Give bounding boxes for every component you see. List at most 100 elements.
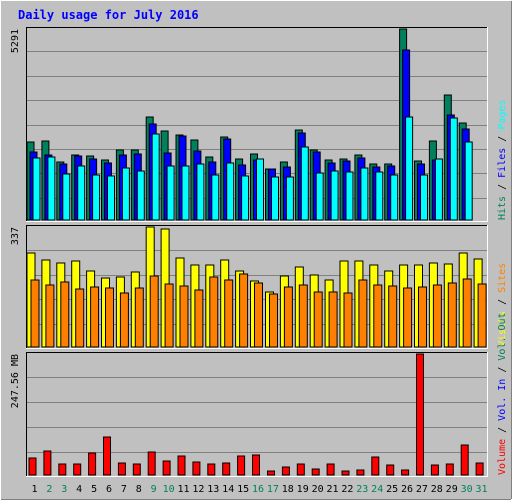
bar-pages-day-30 [464,141,473,221]
bar-volume-day-22 [341,470,350,476]
x-axis-day-labels: 1 2 3 4 5 6 7 8 9 10 11 12 13 14 15 16 17 18 19 20 21 22 23 24 2… [31,484,487,495]
bar-pages-day-10 [166,165,175,221]
y-max-label: 247.56 MB [10,354,21,408]
bar-volume-day-24 [371,456,380,476]
bar-pages-day-4 [77,165,86,221]
bar-volume-day-5 [88,452,97,476]
x-tick-label: 2 [46,484,52,495]
bar-sites-day-31 [477,283,487,348]
bar-volume-day-27 [416,353,424,476]
bar-pages-day-16 [256,158,264,221]
legend-label-part: Volume [497,439,508,475]
bar-volume-day-11 [177,455,186,476]
bar-pages-day-11 [181,165,190,221]
x-tick-label: 26 [401,484,413,495]
legend-label: Visits / Sites [497,263,508,347]
panel-volume [26,352,488,477]
bar-pages-day-24 [375,171,384,221]
bar-pages-day-1 [32,157,41,221]
bar-sites-day-25 [388,285,398,348]
bar-sites-day-7 [119,292,129,348]
bar-sites-day-9 [149,275,159,348]
bar-pages-day-2 [47,156,56,221]
bar-volume-day-21 [326,463,335,476]
bar-sites-day-10 [164,283,174,348]
x-tick-label: 20 [312,484,324,495]
x-tick-label: 25 [386,484,398,495]
legend-label-part: / [497,130,508,148]
bar-volume-day-23 [356,469,365,476]
bar-pages-day-14 [226,162,235,221]
bar-volume-day-18 [281,466,290,476]
bar-pages-day-25 [390,174,399,221]
bar-sites-day-26 [403,287,413,348]
bar-pages-day-28 [434,158,443,221]
bar-volume-day-15 [237,455,246,476]
x-tick-label: 23 [356,484,368,495]
bar-pages-day-29 [449,117,458,221]
x-tick-label: 10 [163,484,175,495]
x-tick-label: 11 [177,484,189,495]
bar-sites-day-12 [194,289,204,348]
x-tick-label: 9 [151,484,157,495]
legend-label-part: Hits [497,196,508,220]
bar-volume-day-6 [103,436,111,476]
y-max-label: 5291 [10,29,21,53]
x-tick-label: 30 [461,484,473,495]
bar-volume-day-26 [401,469,410,476]
x-tick-label: 14 [222,484,234,495]
bar-sites-day-17 [269,293,278,348]
bar-pages-day-15 [241,175,250,221]
x-tick-label: 6 [106,484,112,495]
legend-label: Volume / Vol. In / Vol. Out [497,312,508,475]
bar-sites-day-28 [432,284,442,348]
bar-volume-day-19 [296,463,305,476]
legend-label-part: Sites [497,263,508,293]
x-tick-label: 21 [326,484,338,495]
x-tick-label: 29 [446,484,458,495]
x-tick-label: 17 [267,484,279,495]
bar-volume-day-20 [311,468,320,476]
bar-sites-day-24 [373,284,383,348]
bar-sites-day-21 [328,291,338,348]
x-tick-label: 18 [282,484,294,495]
bar-pages-day-6 [107,175,115,221]
bar-volume-day-8 [132,463,141,476]
x-tick-label: 8 [136,484,142,495]
bar-pages-day-22 [345,171,354,221]
bar-pages-day-5 [92,174,101,221]
x-tick-label: 12 [192,484,204,495]
legend-label-part: / [497,421,508,439]
bar-pages-day-23 [360,167,369,221]
chart-title: Daily usage for July 2016 [18,8,199,22]
bar-volume-day-2 [43,450,52,476]
x-tick-label: 24 [371,484,383,495]
bar-volume-day-13 [207,463,216,476]
panel-visits-sites [26,225,488,349]
bar-sites-day-19 [298,284,308,348]
legend-label-part: / [497,293,508,311]
bar-sites-day-6 [105,287,114,348]
bar-volume-day-29 [445,463,454,476]
bar-volume-day-28 [430,464,439,476]
bar-volume-day-7 [117,462,126,476]
bar-volume-day-4 [73,463,82,476]
legend-label: Hits / Files / Pages [497,100,508,220]
x-tick-label: 1 [31,484,37,495]
x-tick-label: 5 [91,484,97,495]
x-tick-label: 22 [341,484,353,495]
x-tick-label: 4 [76,484,82,495]
bar-pages-day-9 [151,133,160,221]
legend-label-part: Files [497,148,508,178]
bar-sites-day-3 [60,281,70,348]
bar-volume-day-17 [267,470,275,476]
bar-volume-day-16 [252,454,260,476]
bar-volume-day-14 [222,462,231,476]
bar-volume-day-10 [162,460,171,476]
bar-sites-day-30 [462,278,472,348]
legend-label-part: Vol. In [497,379,508,421]
bar-volume-day-9 [147,451,156,476]
x-tick-label: 28 [431,484,443,495]
